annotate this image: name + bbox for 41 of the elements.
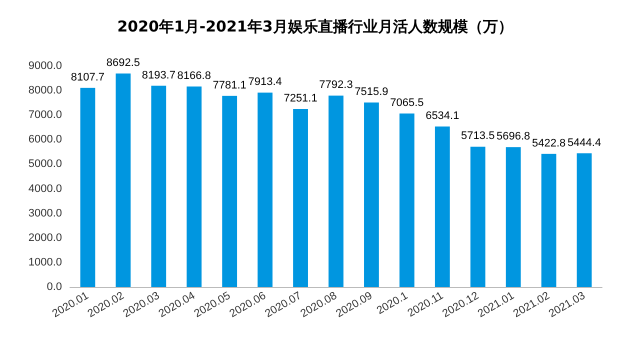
- bar: [470, 146, 486, 287]
- y-tick-label: 0.0: [46, 281, 62, 293]
- bar: [293, 108, 308, 287]
- y-tick-label: 2000.0: [28, 232, 62, 244]
- bar: [80, 88, 96, 287]
- bar: [541, 154, 556, 287]
- data-label: 5696.8: [496, 130, 530, 143]
- data-label: 8107.7: [70, 71, 105, 84]
- data-label: 8692.5: [106, 57, 140, 70]
- data-label: 7065.5: [390, 97, 424, 110]
- bar: [186, 86, 202, 287]
- data-label: 5422.8: [532, 137, 566, 150]
- data-label: 7792.3: [319, 79, 353, 92]
- data-label: 7781.1: [212, 79, 246, 92]
- data-label: 5713.5: [461, 130, 495, 142]
- bar: [328, 96, 344, 287]
- y-tick-label: 9000.0: [28, 60, 62, 72]
- data-label: 8166.8: [177, 70, 211, 82]
- y-tick-label: 7000.0: [28, 109, 62, 122]
- chart-title: 2020年1月-2021年3月娱乐直播行业月活人数规模（万）: [117, 18, 513, 36]
- data-label: 8193.7: [142, 69, 176, 82]
- data-label: 7913.4: [248, 76, 282, 88]
- y-tick-label: 6000.0: [28, 134, 62, 146]
- y-tick-label: 3000.0: [28, 207, 62, 220]
- bar: [399, 114, 414, 287]
- bar: [576, 153, 592, 287]
- bar: [258, 92, 273, 287]
- bar: [364, 102, 379, 287]
- y-tick-label: 5000.0: [28, 158, 62, 170]
- bar: [151, 86, 166, 287]
- y-tick-label: 4000.0: [28, 182, 62, 195]
- bar: [506, 147, 521, 287]
- data-label: 7515.9: [354, 86, 388, 98]
- bar: [116, 74, 131, 287]
- data-label: 7251.1: [284, 92, 318, 104]
- bar: [434, 126, 450, 287]
- data-label: 6534.1: [426, 110, 460, 122]
- bar: [222, 96, 238, 287]
- y-tick-label: 1000.0: [28, 256, 62, 268]
- y-tick-label: 8000.0: [28, 84, 62, 97]
- data-label: 5444.4: [567, 136, 602, 149]
